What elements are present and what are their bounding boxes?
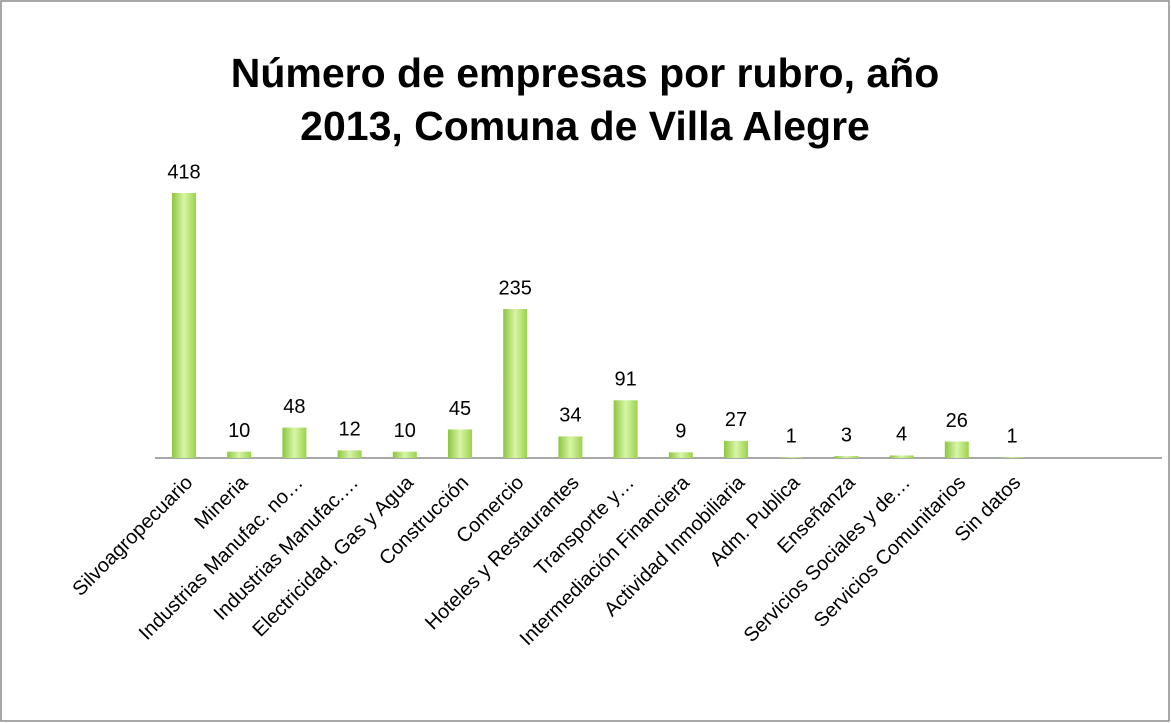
- bar: [668, 452, 693, 458]
- bar: [282, 427, 307, 458]
- data-label: 1: [1006, 426, 1017, 448]
- data-label: 3: [841, 424, 852, 446]
- data-label: 10: [394, 420, 416, 442]
- bar: [503, 309, 528, 458]
- bar: [944, 441, 969, 458]
- data-label: 1: [786, 426, 797, 448]
- bar: [1000, 457, 1024, 458]
- bar: [448, 429, 472, 458]
- bar: [834, 456, 859, 458]
- data-label: 34: [559, 405, 581, 427]
- data-label: 9: [675, 421, 686, 443]
- data-label: 235: [499, 277, 532, 299]
- chart-title: 2013, Comuna de Villa Alegre: [300, 103, 870, 149]
- chart-title: Número de empresas por rubro, año: [231, 50, 940, 96]
- data-label: 26: [946, 410, 968, 432]
- bar: [779, 457, 804, 458]
- bar: [613, 400, 638, 458]
- data-label: 48: [283, 396, 305, 418]
- data-label: 45: [449, 398, 471, 420]
- bar: [227, 451, 252, 458]
- data-label: 27: [725, 409, 747, 431]
- bar: [392, 451, 417, 458]
- data-label: 418: [167, 161, 200, 183]
- bar: [558, 436, 583, 458]
- data-label: 12: [338, 419, 360, 441]
- bar: [889, 455, 914, 458]
- data-label: 91: [614, 369, 636, 391]
- data-label: 4: [896, 424, 907, 446]
- bar: [172, 193, 196, 458]
- data-label: 10: [228, 420, 250, 442]
- bar: [724, 440, 748, 458]
- bar: [337, 450, 362, 458]
